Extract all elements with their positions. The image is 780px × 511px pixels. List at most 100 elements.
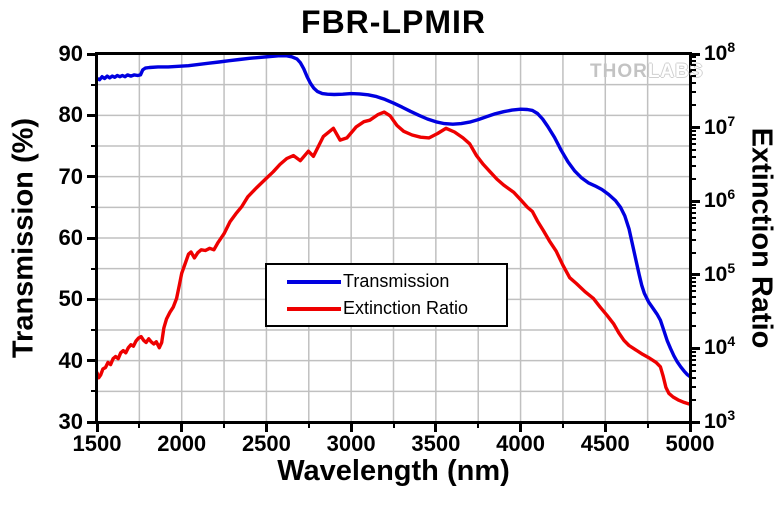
chart-title: FBR-LPMIR (301, 4, 486, 40)
y-right-minor-tick (691, 222, 696, 225)
x-major-tick (95, 423, 99, 432)
y-right-minor-tick (691, 285, 696, 288)
y-right-minor-tick (691, 207, 696, 210)
y-left-tick-label: 30 (58, 409, 83, 434)
y-left-tick-label: 70 (58, 163, 83, 189)
y-left-minor-tick (91, 329, 96, 331)
y-right-minor-tick (691, 133, 696, 136)
y-right-tick-label: 103 (704, 407, 736, 433)
y-right-minor-tick (691, 398, 696, 401)
y-left-major-tick (87, 113, 96, 117)
y-right-major-tick (691, 52, 700, 56)
y-right-minor-tick (691, 60, 696, 63)
x-minor-tick (392, 423, 395, 428)
y-left-minor-tick (91, 206, 96, 209)
x-axis-label: Wavelength (nm) (277, 455, 510, 487)
y-right-major-tick (691, 346, 700, 350)
legend-item-extinction-ratio: Extinction Ratio (267, 298, 506, 320)
y-right-tick-label: 105 (704, 259, 736, 286)
y-right-minor-tick (691, 216, 696, 219)
y-right-minor-tick (691, 369, 696, 372)
y-left-major-tick (87, 297, 96, 301)
y-right-major-tick (691, 199, 700, 203)
y-left-major-tick (87, 52, 96, 56)
y-right-minor-tick (691, 325, 696, 328)
y-left-major-tick (87, 420, 96, 424)
y-axis-label-right: Extinction Ratio (745, 127, 778, 349)
y-right-minor-tick (691, 178, 696, 181)
x-tick-label: 4500 (580, 431, 630, 456)
x-minor-tick (223, 423, 226, 428)
y-left-major-tick (87, 359, 96, 363)
y-right-minor-tick (691, 238, 696, 241)
y-right-minor-tick (691, 104, 696, 107)
y-right-major-tick (691, 126, 700, 130)
y-right-minor-tick (691, 82, 696, 85)
x-major-tick (603, 423, 607, 432)
y-right-minor-tick (691, 350, 696, 353)
y-right-minor-tick (691, 376, 696, 379)
x-major-tick (688, 423, 692, 432)
y-left-tick-label: 60 (58, 225, 83, 250)
x-major-tick (349, 423, 353, 432)
y-right-minor-tick (691, 138, 696, 140)
legend-line-transmission (287, 279, 341, 284)
x-minor-tick (646, 423, 649, 428)
legend-label-transmission: Transmission (343, 271, 450, 291)
y-right-minor-tick (691, 129, 696, 132)
series-line-extinction-ratio (97, 110, 690, 406)
y-right-major-tick (691, 273, 700, 277)
y-right-tick-label: 108 (704, 39, 736, 65)
x-tick-label: 3000 (326, 431, 376, 456)
y-right-minor-tick (691, 91, 696, 94)
y-right-minor-tick (691, 290, 696, 293)
y-right-minor-tick (691, 211, 696, 214)
x-minor-tick (307, 423, 310, 428)
y-left-major-tick (87, 175, 96, 179)
x-tick-label: 5000 (665, 431, 715, 456)
x-tick-label: 1500 (72, 431, 122, 456)
y-right-minor-tick (691, 251, 696, 254)
x-tick-label: 3500 (411, 431, 461, 456)
y-left-tick-label: 50 (58, 286, 83, 312)
y-right-minor-tick (691, 229, 696, 232)
y-right-minor-tick (691, 295, 696, 298)
y-right-tick-label: 107 (704, 112, 736, 139)
plot-canvas (97, 54, 690, 422)
y-right-minor-tick (691, 75, 696, 78)
y-right-tick-label: 106 (704, 186, 736, 213)
y-left-tick-label: 40 (58, 347, 83, 373)
y-right-minor-tick (691, 280, 696, 283)
legend: Transmission Extinction Ratio (265, 263, 508, 327)
y-left-major-tick (87, 236, 96, 240)
y-right-minor-tick (691, 148, 696, 151)
x-minor-tick (477, 423, 480, 428)
y-right-minor-tick (691, 165, 696, 168)
y-right-minor-tick (691, 64, 696, 67)
x-major-tick (180, 423, 184, 432)
y-right-minor-tick (691, 56, 696, 59)
y-right-minor-tick (691, 203, 696, 206)
y-right-minor-tick (691, 363, 696, 366)
y-left-tick-label: 80 (58, 102, 83, 128)
watermark-labs-text: LABS (647, 61, 704, 82)
x-major-tick (264, 423, 268, 432)
y-right-minor-tick (691, 142, 696, 145)
legend-line-extinction-ratio (287, 306, 341, 311)
y-right-minor-tick (691, 385, 696, 388)
x-minor-tick (561, 423, 564, 428)
y-left-minor-tick (91, 267, 96, 270)
legend-label-extinction-ratio: Extinction Ratio (343, 298, 469, 318)
y-right-minor-tick (691, 354, 696, 357)
y-right-minor-tick (691, 358, 696, 361)
y-right-minor-tick (691, 69, 696, 72)
y-right-minor-tick (691, 312, 696, 315)
x-tick-label: 4000 (496, 431, 546, 456)
y-left-tick-label: 90 (58, 41, 83, 66)
legend-item-transmission: Transmission (267, 271, 506, 293)
y-right-minor-tick (691, 155, 696, 158)
x-tick-label: 2500 (241, 431, 291, 456)
y-left-minor-tick (91, 145, 96, 147)
y-right-minor-tick (691, 277, 696, 280)
